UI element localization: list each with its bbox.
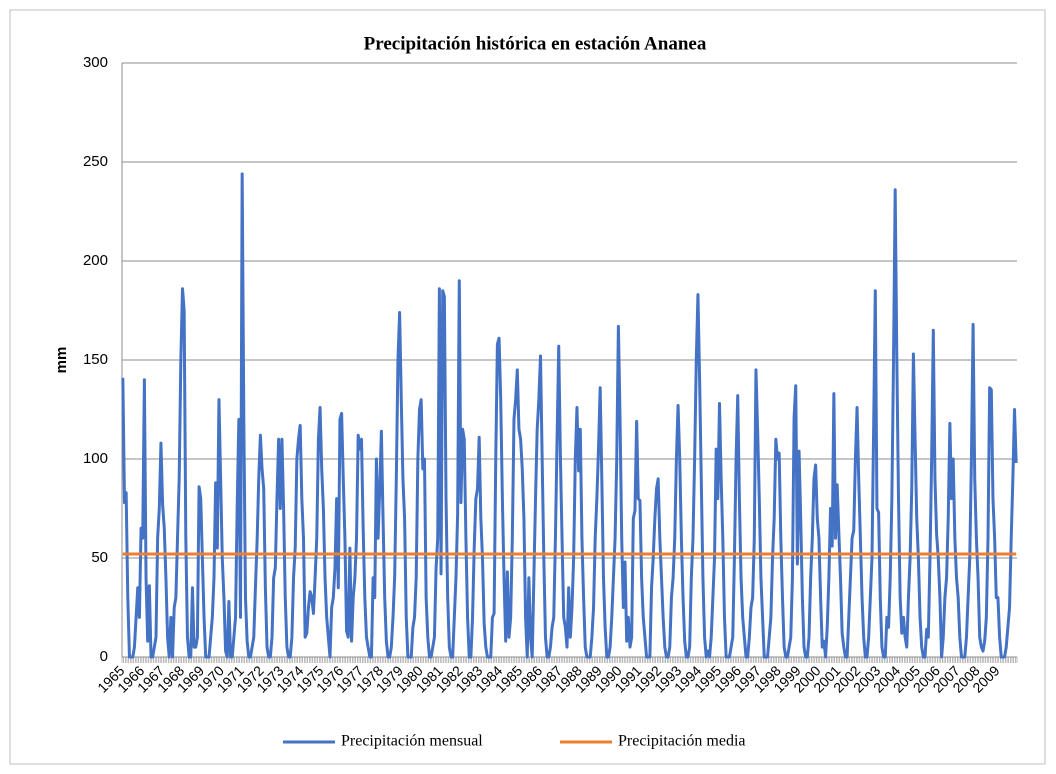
data-line [121, 172, 1018, 659]
y-tick-label: 250 [83, 153, 108, 170]
y-tick-label: 150 [83, 351, 108, 368]
legend-label: Precipitación media [618, 733, 746, 750]
y-tick-label: 0 [100, 648, 108, 665]
chart-title: Precipitación histórica en estación Anan… [364, 33, 707, 54]
legend-label: Precipitación mensual [341, 733, 483, 750]
y-tick-label: 200 [83, 252, 108, 269]
y-tick-label: 100 [83, 450, 108, 467]
y-tick-label: 300 [83, 54, 108, 71]
y-axis-label: mm [53, 347, 70, 374]
y-tick-label: 50 [91, 549, 108, 566]
